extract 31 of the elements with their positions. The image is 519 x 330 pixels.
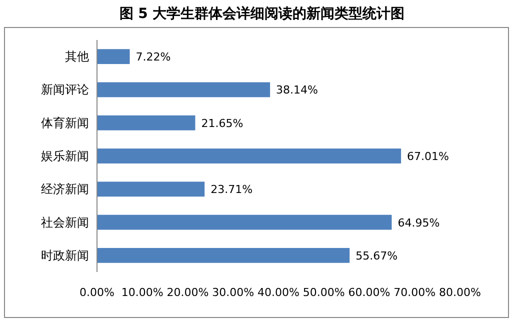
data-label: 67.01% [407,150,450,163]
bar [97,248,350,263]
bar [97,115,196,130]
bar [97,214,392,230]
x-tick-label: 50.00% [302,286,345,299]
data-label: 21.65% [201,116,244,130]
data-label: 23.71% [210,183,253,196]
x-tick-label: 40.00% [258,286,300,299]
bar [97,82,270,98]
bar [97,49,130,64]
x-tick-label: 60.00% [348,286,390,299]
bar [97,148,402,164]
x-tick-label: 70.00% [394,286,436,299]
y-tick-label: 社会新闻 [41,215,89,230]
data-label: 64.95% [398,216,440,230]
x-tick-label: 20.00% [166,286,209,299]
x-tick-label: 30.00% [212,286,254,299]
y-tick-label: 新闻评论 [41,82,89,97]
y-tick-label: 体育新闻 [41,116,89,130]
data-label: 55.67% [356,249,398,262]
y-tick-label: 娱乐新闻 [41,149,89,163]
y-tick-label: 经济新闻 [41,182,89,196]
x-tick-label: 80.00% [439,286,481,299]
data-label: 38.14% [276,84,318,97]
x-tick-label: 10.00% [121,286,164,299]
bar [97,182,205,197]
y-tick-label: 其他 [65,50,89,64]
chart-title: 图 5 大学生群体会详细阅读的新闻类型统计图 [119,5,405,22]
y-tick-label: 时政新闻 [41,248,89,262]
data-label: 7.22% [136,50,171,64]
x-tick-label: 0.00% [80,286,114,299]
